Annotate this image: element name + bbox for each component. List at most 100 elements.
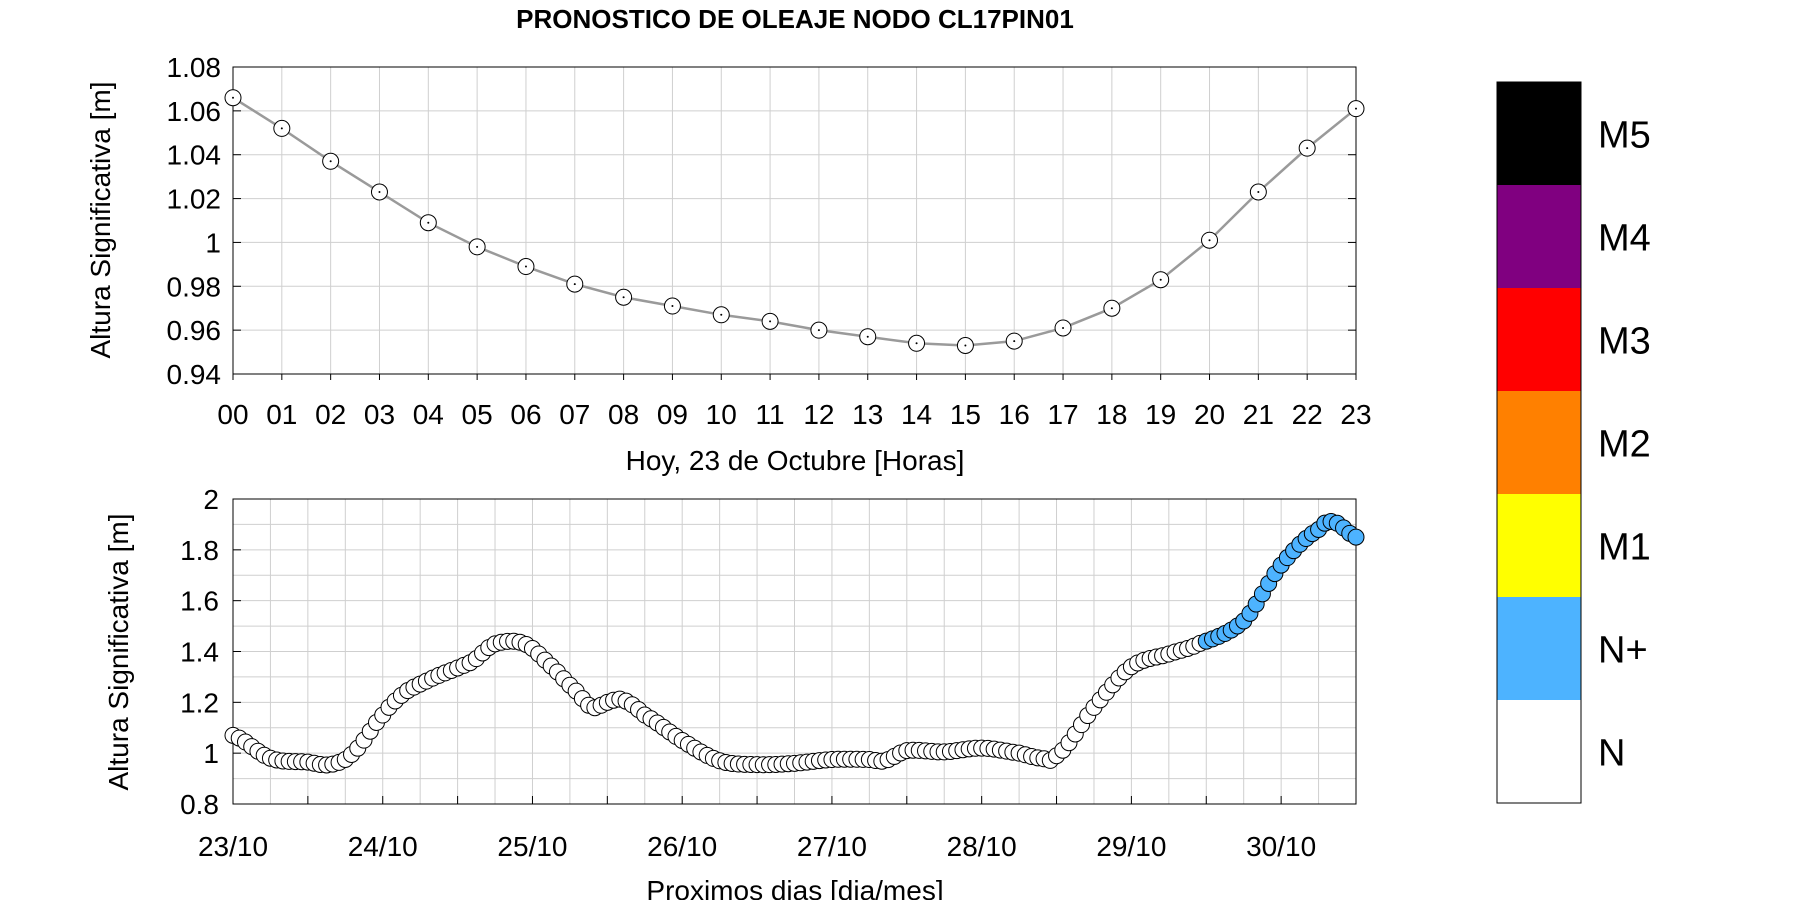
data-point-center (1062, 326, 1065, 329)
legend-swatch (1497, 700, 1581, 803)
y-tick-label: 0.8 (180, 789, 219, 820)
severity-legend: M5 M4 M3 M2 M1 N+ N (1496, 81, 1651, 804)
data-point-center (1208, 239, 1211, 242)
chart-title: PRONOSTICO DE OLEAJE NODO CL17PIN01 (516, 4, 1074, 34)
x-tick-label: 12 (803, 399, 834, 430)
x-tick-label: 16 (999, 399, 1030, 430)
x-tick-label: 25/10 (497, 831, 567, 862)
y-tick-label: 1.8 (180, 535, 219, 566)
data-point-center (1159, 278, 1162, 281)
legend-label: M5 (1598, 115, 1651, 157)
data-point-center (329, 160, 332, 163)
data-point-center (964, 344, 967, 347)
legend-label: M4 (1598, 218, 1651, 260)
x-tick-label: 19 (1145, 399, 1176, 430)
data-point-center (280, 127, 283, 130)
x-tick-label: 28/10 (947, 831, 1017, 862)
legend-label: N+ (1598, 630, 1648, 672)
y-tick-label: 0.98 (167, 271, 222, 302)
plot-frame (232, 498, 1357, 805)
y-tick-label: 1.08 (167, 52, 222, 83)
data-point-center (524, 265, 527, 268)
x-tick-label: 18 (1096, 399, 1127, 430)
legend-label: M1 (1598, 527, 1651, 569)
y-axis-label: Altura Significativa [m] (85, 82, 116, 359)
x-tick-label: 10 (706, 399, 737, 430)
data-point-center (1355, 107, 1357, 110)
data-point-center (720, 313, 723, 316)
x-tick-label: 14 (901, 399, 932, 430)
data-point-center (232, 96, 234, 99)
x-tick-label: 23/10 (198, 831, 268, 862)
legend-frame (1496, 81, 1582, 804)
y-tick-label: 1.02 (167, 184, 222, 215)
y-tick-label: 1.06 (167, 96, 222, 127)
x-tick-label: 21 (1243, 399, 1274, 430)
x-tick-label: 20 (1194, 399, 1225, 430)
data-point-center (817, 329, 820, 332)
y-tick-label: 1.6 (180, 586, 219, 617)
x-axis-label: Hoy, 23 de Octubre [Horas] (626, 445, 965, 476)
x-tick-label: 27/10 (797, 831, 867, 862)
x-tick-label: 17 (1047, 399, 1078, 430)
data-point-center (671, 305, 674, 308)
data-point-center (476, 245, 479, 248)
x-tick-label: 11 (756, 399, 785, 430)
hourly-forecast-plot: 0.94 0.96 0.98 1 1.02 1.04 1.06 1.08 00 01 02 03 04 0… (85, 52, 1372, 476)
x-tick-label: 24/10 (348, 831, 418, 862)
x-tick-label: 04 (413, 399, 444, 430)
x-tick-label: 07 (559, 399, 590, 430)
data-point-center (1013, 340, 1016, 343)
y-tick-label: 1.4 (180, 637, 219, 668)
x-tick-label: 00 (217, 399, 248, 430)
data-point-center (866, 335, 869, 338)
legend-swatch (1497, 494, 1581, 597)
plot-frame (232, 66, 1357, 375)
data-point-center (427, 221, 430, 224)
data-point-center (378, 190, 381, 193)
data-point-center (1110, 307, 1113, 310)
x-tick-label: 13 (852, 399, 883, 430)
x-tick-label: 30/10 (1246, 831, 1316, 862)
data-point-center (573, 283, 576, 286)
x-axis-label: Proximos dias [dia/mes] (646, 875, 943, 900)
legend-label: N (1598, 733, 1625, 775)
legend-label: M3 (1598, 321, 1651, 363)
y-axis-label: Altura Significativa [m] (103, 514, 134, 791)
legend-label: M2 (1598, 424, 1651, 466)
data-point-center (915, 342, 918, 345)
data-point-center (1306, 147, 1309, 150)
x-tick-label: 02 (315, 399, 346, 430)
legend-swatch (1497, 288, 1581, 391)
y-tick-label: 0.96 (167, 315, 222, 346)
x-tick-label: 26/10 (647, 831, 717, 862)
y-tick-label: 1 (205, 227, 221, 258)
x-tick-label: 01 (266, 399, 297, 430)
data-point-center (622, 296, 625, 299)
legend-swatch (1497, 185, 1581, 288)
x-tick-label: 05 (462, 399, 493, 430)
y-tick-label: 1 (203, 738, 219, 769)
legend-swatch (1497, 597, 1581, 700)
y-tick-label: 2 (203, 484, 219, 515)
daily-forecast-plot: 0.8 1 1.2 1.4 1.6 1.8 2 23/10 24/10 25/10 26/10 27/… (103, 484, 1365, 905)
x-tick-label: 08 (608, 399, 639, 430)
series-line (232, 96, 1357, 347)
y-tick-label: 1.2 (180, 687, 219, 718)
y-tick-label: 1.04 (167, 140, 222, 171)
x-tick-label: 22 (1292, 399, 1323, 430)
x-tick-label: 29/10 (1096, 831, 1166, 862)
legend-swatch (1497, 82, 1581, 185)
data-point-nplus (1347, 528, 1365, 546)
x-tick-label: 23 (1340, 399, 1371, 430)
data-point-center (1257, 190, 1260, 193)
x-tick-label: 03 (364, 399, 395, 430)
x-tick-label: 06 (510, 399, 541, 430)
legend-swatch (1497, 391, 1581, 494)
data-point-center (769, 320, 772, 323)
x-tick-label: 09 (657, 399, 688, 430)
x-tick-label: 15 (950, 399, 981, 430)
y-tick-label: 0.94 (167, 359, 222, 390)
